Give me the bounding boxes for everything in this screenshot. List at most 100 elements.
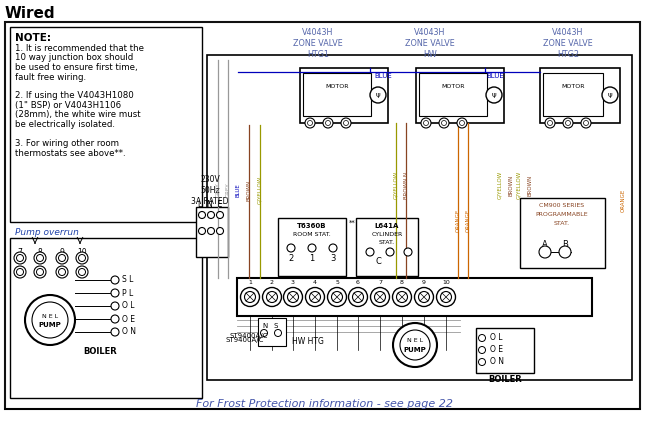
Text: 1. It is recommended that the: 1. It is recommended that the: [15, 44, 144, 53]
Text: ST9400A/C: ST9400A/C: [225, 337, 263, 343]
Text: N E L: N E L: [407, 338, 423, 343]
Text: 1: 1: [248, 279, 252, 284]
Circle shape: [479, 346, 485, 354]
Text: 10 way junction box should: 10 way junction box should: [15, 54, 133, 62]
Circle shape: [14, 266, 26, 278]
Text: 2: 2: [270, 279, 274, 284]
Circle shape: [459, 121, 465, 125]
Text: 3. For wiring other room: 3. For wiring other room: [15, 139, 119, 148]
Circle shape: [397, 292, 408, 303]
Text: BOILER: BOILER: [488, 375, 522, 384]
Circle shape: [78, 268, 85, 276]
Circle shape: [323, 118, 333, 128]
Text: BOILER: BOILER: [83, 347, 117, 356]
Circle shape: [17, 254, 23, 262]
Circle shape: [344, 121, 349, 125]
Text: B: B: [562, 240, 568, 249]
Text: N: N: [262, 323, 267, 329]
Circle shape: [563, 118, 573, 128]
Circle shape: [283, 287, 303, 306]
Circle shape: [545, 118, 555, 128]
Text: (28mm), the white wire must: (28mm), the white wire must: [15, 111, 140, 119]
Bar: [356, 218, 418, 276]
Bar: [258, 318, 286, 346]
Circle shape: [267, 292, 278, 303]
Text: **: **: [349, 220, 356, 226]
Circle shape: [602, 87, 618, 103]
Text: ψ: ψ: [608, 92, 612, 98]
Circle shape: [36, 268, 43, 276]
Circle shape: [424, 121, 428, 125]
Circle shape: [559, 246, 571, 258]
Circle shape: [241, 287, 259, 306]
Text: ORANGE: ORANGE: [620, 188, 626, 211]
Text: Wired: Wired: [5, 5, 56, 21]
Text: ψ: ψ: [492, 92, 496, 98]
Text: ORANGE: ORANGE: [455, 208, 461, 232]
Text: be used to ensure first time,: be used to ensure first time,: [15, 63, 138, 72]
Circle shape: [305, 287, 325, 306]
Text: GREY: GREY: [215, 183, 221, 197]
Circle shape: [371, 287, 389, 306]
Circle shape: [486, 87, 502, 103]
Text: 7: 7: [378, 279, 382, 284]
Circle shape: [457, 118, 467, 128]
Circle shape: [539, 246, 551, 258]
Circle shape: [393, 287, 411, 306]
Circle shape: [56, 252, 68, 264]
Circle shape: [217, 227, 223, 235]
Bar: [237, 278, 592, 316]
Bar: [10, 27, 202, 222]
Text: GREY: GREY: [226, 183, 230, 197]
Circle shape: [287, 244, 295, 252]
Circle shape: [36, 254, 43, 262]
Circle shape: [415, 287, 433, 306]
Text: (1" BSP) or V4043H1106: (1" BSP) or V4043H1106: [15, 101, 121, 110]
Text: 9: 9: [60, 248, 65, 257]
Text: 4: 4: [313, 279, 317, 284]
Bar: [416, 68, 504, 123]
Text: BROWN: BROWN: [527, 174, 532, 196]
Text: V4043H
ZONE VALVE
HW: V4043H ZONE VALVE HW: [405, 28, 455, 59]
Text: 230V
50Hz
3A RATED: 230V 50Hz 3A RATED: [192, 175, 229, 206]
Text: MOTOR: MOTOR: [441, 84, 465, 89]
Circle shape: [581, 118, 591, 128]
Text: BLUE: BLUE: [236, 183, 241, 197]
Text: CYLINDER: CYLINDER: [371, 232, 402, 237]
Bar: [303, 73, 371, 116]
Text: 9: 9: [422, 279, 426, 284]
Circle shape: [76, 252, 88, 264]
Text: 8: 8: [400, 279, 404, 284]
Text: L641A: L641A: [375, 223, 399, 229]
Text: HW HTG: HW HTG: [292, 336, 324, 346]
Text: G/YELLOW: G/YELLOW: [258, 176, 263, 204]
Circle shape: [78, 254, 85, 262]
Text: MOTOR: MOTOR: [325, 84, 349, 89]
Circle shape: [17, 268, 23, 276]
Circle shape: [331, 292, 342, 303]
Text: O N: O N: [122, 327, 136, 336]
Circle shape: [111, 328, 119, 336]
Text: 3: 3: [291, 279, 295, 284]
Text: O N: O N: [490, 357, 504, 366]
Text: thermostats see above**.: thermostats see above**.: [15, 149, 126, 157]
Circle shape: [307, 121, 313, 125]
Text: PUMP: PUMP: [404, 347, 426, 353]
Circle shape: [325, 121, 331, 125]
Text: 1: 1: [309, 254, 314, 263]
Bar: [207, 55, 632, 380]
Text: MOTOR: MOTOR: [561, 84, 585, 89]
Circle shape: [308, 244, 316, 252]
Text: S L: S L: [122, 276, 133, 284]
Text: CM900 SERIES: CM900 SERIES: [540, 203, 584, 208]
Text: BROWN: BROWN: [247, 179, 252, 200]
Text: G/YELLOW: G/YELLOW: [498, 171, 503, 199]
Text: L  N  E: L N E: [198, 200, 222, 209]
Circle shape: [111, 302, 119, 310]
Text: For Frost Protection information - see page 22: For Frost Protection information - see p…: [197, 399, 454, 409]
Circle shape: [56, 266, 68, 278]
Circle shape: [111, 289, 119, 297]
Circle shape: [309, 292, 320, 303]
Circle shape: [111, 276, 119, 284]
Text: O E: O E: [490, 346, 503, 354]
